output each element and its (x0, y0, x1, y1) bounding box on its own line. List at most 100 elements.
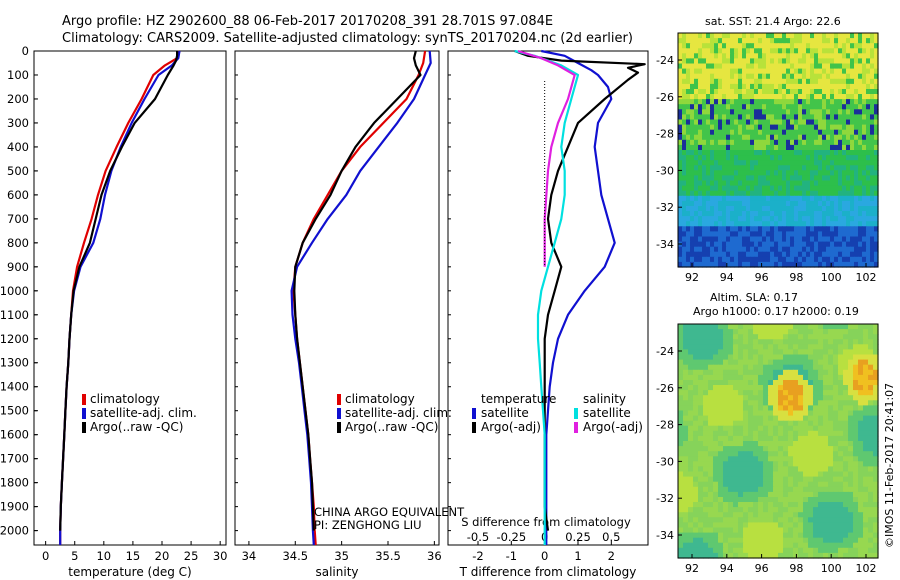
map-cell (843, 400, 849, 406)
map-cell (786, 89, 791, 95)
map-cell (778, 502, 784, 508)
map-cell (866, 58, 871, 65)
map-cell (750, 134, 755, 141)
map-cell (722, 63, 727, 70)
map-cell (850, 251, 855, 258)
map-cell (854, 83, 859, 90)
map-cell (813, 364, 819, 371)
map-cell (693, 410, 699, 417)
map-cell (846, 206, 851, 212)
map-cell (822, 195, 827, 202)
map-cell (710, 180, 715, 187)
map-cell (743, 435, 749, 442)
map-cell (823, 435, 829, 442)
map-cell (698, 68, 703, 75)
map-cell (774, 236, 779, 243)
map-cell (718, 349, 724, 356)
map-cell (718, 547, 724, 554)
map-cell (803, 456, 809, 462)
map-cell (750, 58, 755, 65)
map-cell (766, 180, 771, 187)
sst-map-border (677, 32, 879, 268)
map-cell (846, 226, 851, 232)
map-cell (858, 251, 863, 258)
map-cell (768, 466, 774, 473)
map-cell (683, 466, 689, 473)
map-cell (828, 517, 834, 523)
map-cell (813, 410, 819, 417)
map-cell (810, 175, 815, 182)
map-cell (733, 369, 739, 376)
map-cell (854, 134, 859, 141)
map-cell (763, 354, 769, 361)
map-cell (854, 38, 859, 44)
map-cell (730, 236, 735, 243)
map-cell (693, 329, 699, 335)
map-cell (768, 400, 774, 406)
map-cell (803, 502, 809, 508)
map-cell (774, 144, 779, 151)
map-cell (822, 170, 827, 176)
map-cell (788, 481, 794, 488)
map-cell (788, 334, 794, 340)
map-cell (718, 175, 723, 182)
map-cell (843, 502, 849, 508)
map-cell (738, 251, 743, 258)
map-cell (790, 114, 795, 121)
map-cell (694, 256, 699, 263)
map-cell (683, 471, 689, 478)
map-cell (758, 522, 764, 529)
map-cell (803, 486, 809, 493)
map-cell (733, 537, 739, 544)
map-cell (794, 73, 799, 80)
map-cell (863, 491, 869, 498)
map-cell (688, 334, 694, 340)
map-cell (788, 456, 794, 462)
map-cell (698, 236, 703, 243)
map-cell (763, 344, 769, 350)
map-cell (838, 410, 844, 417)
map-cell (802, 48, 807, 54)
map-cell (806, 89, 811, 95)
map-cell (873, 354, 879, 361)
map-cell (814, 33, 819, 39)
map-cell (733, 390, 739, 396)
map-cell (738, 446, 744, 452)
depth-tick-label: 1700 (0, 452, 29, 466)
map-cell (748, 497, 754, 503)
map-cell (758, 446, 764, 452)
map-cell (843, 542, 849, 549)
map-cell (714, 83, 719, 90)
map-cell (842, 246, 847, 253)
map-cell (758, 241, 763, 248)
map-cell (762, 150, 767, 156)
map-cell (848, 486, 854, 493)
map-cell (834, 109, 839, 115)
map-cell (706, 78, 711, 85)
map-cell (722, 246, 727, 253)
map-cell (714, 155, 719, 161)
map-cell (728, 451, 734, 457)
map-cell (823, 385, 829, 391)
map-cell (702, 246, 707, 253)
map-cell (758, 231, 763, 238)
map-cell (788, 420, 794, 427)
map-cell (758, 206, 763, 212)
map-cell (838, 63, 843, 70)
map-cell (810, 221, 815, 227)
map-x-tick-label: 102 (856, 271, 877, 284)
map-cell (690, 216, 695, 222)
map-cell (688, 390, 694, 396)
map-cell (838, 94, 843, 100)
map-cell (758, 400, 764, 406)
map-cell (858, 190, 863, 197)
map-cell (730, 38, 735, 44)
map-cell (866, 170, 871, 176)
map-cell (758, 527, 764, 534)
map-cell (793, 435, 799, 442)
map-cell (718, 48, 723, 54)
map-cell (866, 165, 871, 171)
map-cell (866, 221, 871, 227)
map-cell (853, 344, 859, 350)
map-cell (818, 43, 823, 49)
